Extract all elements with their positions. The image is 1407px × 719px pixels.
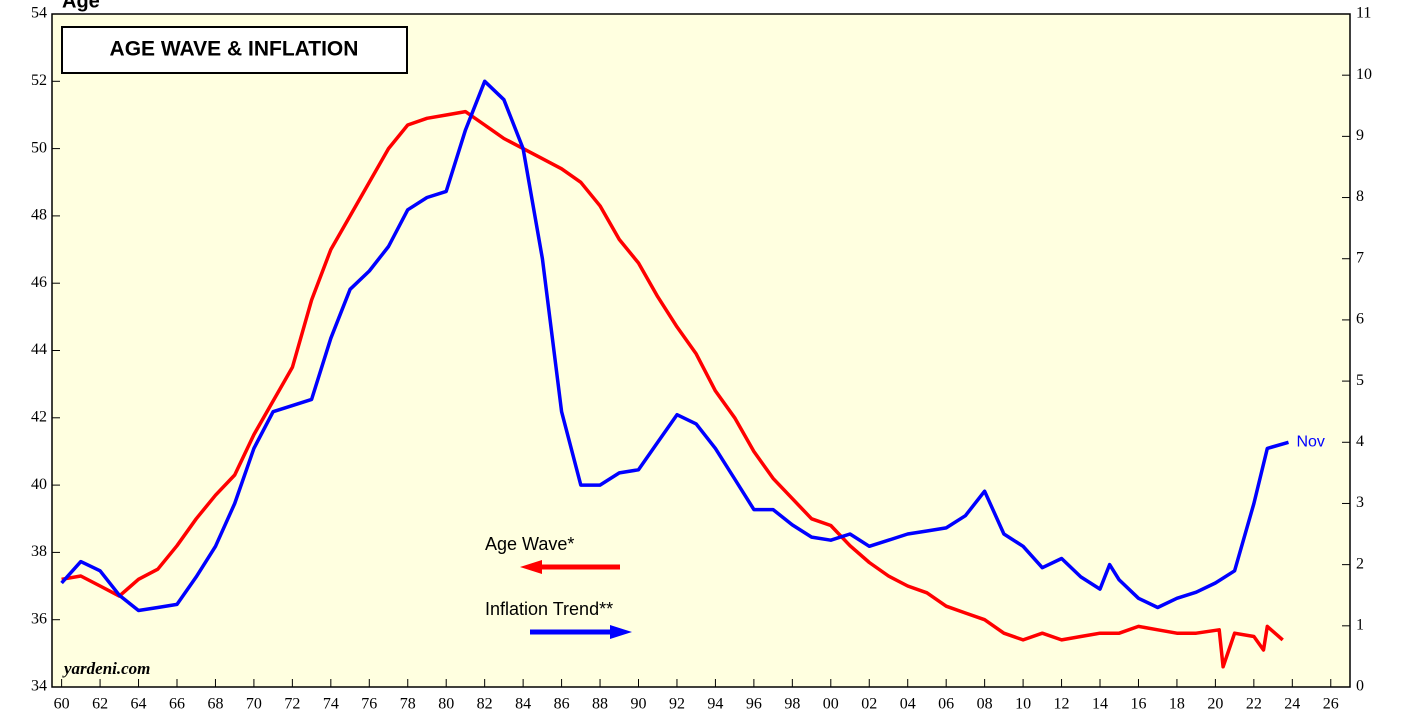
x-tick-label: 02 xyxy=(861,696,877,713)
y-tick-label: 50 xyxy=(31,139,47,156)
x-tick-label: 10 xyxy=(1015,696,1031,713)
x-tick-label: 94 xyxy=(707,696,723,713)
y2-tick-label: 3 xyxy=(1356,494,1364,511)
x-tick-label: 80 xyxy=(438,696,454,713)
x-tick-label: 82 xyxy=(477,696,493,713)
y-tick-label: 52 xyxy=(31,72,47,89)
y-tick-label: 38 xyxy=(31,543,47,560)
y-tick-label: 48 xyxy=(31,207,47,224)
x-tick-label: 06 xyxy=(938,696,954,713)
legend-label: Inflation Trend** xyxy=(485,599,613,619)
x-tick-label: 66 xyxy=(169,696,185,713)
title-box xyxy=(61,26,408,74)
y2-tick-label: 2 xyxy=(1356,555,1364,572)
x-tick-label: 22 xyxy=(1246,696,1262,713)
legend-arrowhead xyxy=(520,560,542,574)
legend-label: Age Wave* xyxy=(485,534,574,554)
y2-tick-label: 7 xyxy=(1356,249,1364,266)
x-tick-label: 18 xyxy=(1169,696,1185,713)
corner-text: Age xyxy=(62,0,100,12)
source: yardeni.com xyxy=(62,659,150,678)
x-tick-label: 26 xyxy=(1323,696,1339,713)
x-tick-label: 74 xyxy=(323,696,339,713)
x-tick-label: 68 xyxy=(207,696,223,713)
x-tick-label: 88 xyxy=(592,696,608,713)
x-tick-label: 04 xyxy=(900,696,916,713)
x-tick-label: 64 xyxy=(131,696,147,713)
plot-area xyxy=(51,13,1351,688)
x-tick-label: 72 xyxy=(284,696,300,713)
y2-tick-label: 11 xyxy=(1356,5,1371,22)
x-tick-label: 96 xyxy=(746,696,762,713)
y2-tick-label: 5 xyxy=(1356,372,1364,389)
x-tick-label: 16 xyxy=(1130,696,1146,713)
y-tick-label: 44 xyxy=(31,341,47,358)
y2-tick-label: 8 xyxy=(1356,188,1364,205)
y2-tick-label: 4 xyxy=(1356,433,1364,450)
x-tick-label: 78 xyxy=(400,696,416,713)
x-tick-label: 62 xyxy=(92,696,108,713)
line xyxy=(61,109,1284,669)
y2-tick-label: 1 xyxy=(1356,616,1364,633)
x-tick-label: 20 xyxy=(1207,696,1223,713)
x-tick-label: 86 xyxy=(554,696,570,713)
annotation: Nov xyxy=(1296,433,1324,450)
x-tick-label: 84 xyxy=(515,696,531,713)
y-tick-label: 36 xyxy=(31,610,47,627)
y2-tick-label: 9 xyxy=(1356,127,1364,144)
x-tick-label: 14 xyxy=(1092,696,1108,713)
x-tick-label: 76 xyxy=(361,696,377,713)
y2-tick-label: 6 xyxy=(1356,311,1364,328)
x-tick-label: 60 xyxy=(54,696,70,713)
y2-tick-label: 0 xyxy=(1356,678,1364,695)
y-tick-label: 34 xyxy=(31,678,47,695)
x-tick-label: 08 xyxy=(977,696,993,713)
y2-tick-label: 10 xyxy=(1356,66,1372,83)
x-tick-label: 24 xyxy=(1284,696,1300,713)
y-tick-label: 46 xyxy=(31,274,47,291)
line xyxy=(60,79,1289,613)
y-tick-label: 42 xyxy=(31,408,47,425)
x-tick-label: 70 xyxy=(246,696,262,713)
x-tick-label: 92 xyxy=(669,696,685,713)
legend-arrowhead xyxy=(610,625,632,639)
y-tick-label: 54 xyxy=(31,5,47,22)
x-tick-label: 00 xyxy=(823,696,839,713)
x-tick-label: 12 xyxy=(1054,696,1070,713)
x-tick-label: 90 xyxy=(631,696,647,713)
chart-title: AGE WAVE & INFLATION xyxy=(110,38,359,61)
x-tick-label: 98 xyxy=(784,696,800,713)
y-tick-label: 40 xyxy=(31,476,47,493)
